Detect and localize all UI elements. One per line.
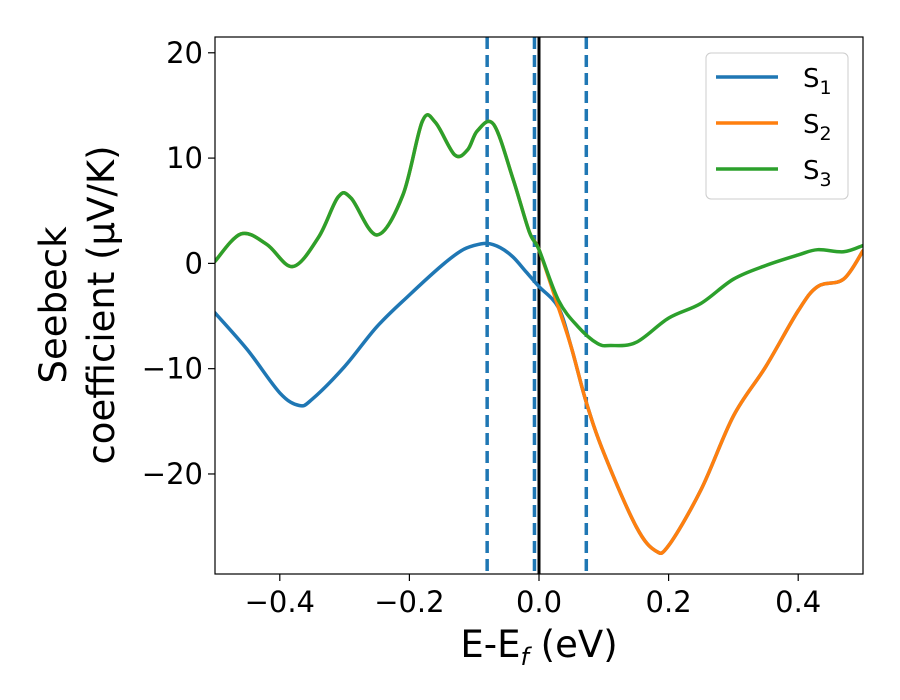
series-lines [215,113,863,555]
legend-label: S1 [803,64,832,99]
x-tick-label: 0.4 [775,585,821,619]
x-tick-label: 0.0 [516,585,562,619]
y-tick-label: −20 [142,457,203,491]
x-axis-label: E-Ef (eV) [460,623,617,671]
x-tick-label: −0.2 [374,585,444,619]
legend-item-s3: S3 [716,156,832,191]
x-axis: −0.4 −0.2 0.0 0.2 0.4 [245,574,821,619]
y-tick-label: 0 [185,246,203,280]
x-tick-label: −0.4 [245,585,315,619]
legend-item-s1: S1 [716,64,832,99]
y-axis-label: Seebeck coefficient (μV/K) [32,145,123,464]
y-tick-label: −10 [142,352,203,386]
y-axis: 20 10 0 −10 −20 [142,36,215,491]
reference-lines [485,37,589,574]
legend: S1 S2 S3 [705,52,849,200]
legend-label: S3 [803,156,832,191]
y-axis-label-line2: coefficient (μV/K) [80,145,123,464]
legend-item-s2: S2 [716,110,832,145]
y-tick-label: 10 [166,141,203,175]
series-line-s3 [215,113,863,348]
y-tick-label: 20 [166,36,203,70]
y-axis-label-line1: Seebeck [32,226,75,384]
legend-frame [705,52,849,200]
legend-label: S2 [803,110,832,145]
x-tick-label: 0.2 [646,585,692,619]
